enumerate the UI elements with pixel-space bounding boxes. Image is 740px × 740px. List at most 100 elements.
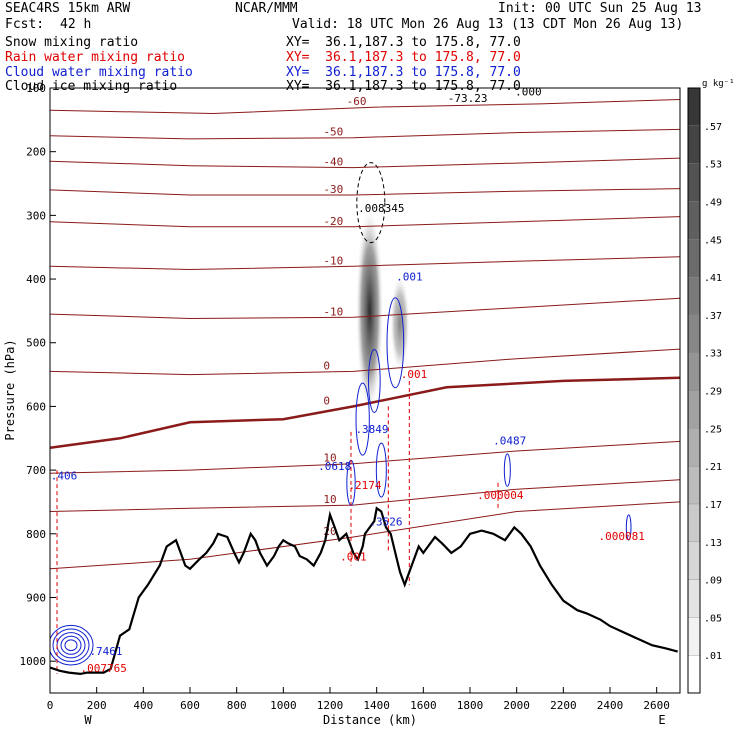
x-tick-label: 600 — [180, 699, 200, 712]
isotherm-label: -60 — [347, 95, 367, 108]
colorbar-swatch — [687, 655, 701, 694]
y-tick-label: 200 — [26, 146, 46, 159]
y-tick-label: 600 — [26, 400, 46, 413]
fcst-value: 42 h — [60, 17, 92, 32]
colorbar-swatch — [687, 428, 701, 467]
colorbar-label: .25 — [704, 424, 722, 435]
colorbar-label: .45 — [704, 235, 722, 246]
isotherm-label: -30 — [323, 183, 343, 196]
isotherm-label: -10 — [323, 305, 343, 318]
colorbar-label: .53 — [704, 160, 722, 171]
cloud-water-contour — [625, 514, 632, 541]
isotherm-line — [50, 157, 680, 169]
x-tick-label: 2400 — [597, 699, 624, 712]
x-tick-label: 0 — [47, 699, 54, 712]
colorbar-swatch — [687, 125, 701, 164]
max-value-label: .3526 — [369, 516, 402, 529]
x-tick-label: 1600 — [410, 699, 437, 712]
x-tick-label: 200 — [87, 699, 107, 712]
max-value-label: .0487 — [493, 435, 526, 448]
colorbar-label: .01 — [704, 651, 722, 662]
max-value-label: .008345 — [358, 202, 404, 215]
max-value-label: -74.06 — [525, 75, 565, 88]
max-value-label: .000081 — [598, 530, 644, 543]
isotherm-label: 0 — [323, 394, 330, 407]
max-value-label: .406 — [51, 470, 78, 483]
isotherm-line — [50, 440, 680, 474]
isotherm-label: 10 — [323, 493, 336, 506]
colorbar-label: .33 — [704, 349, 722, 360]
colorbar-swatch — [687, 239, 701, 278]
colorbar-swatch — [687, 163, 701, 202]
y-tick-label: 700 — [26, 464, 46, 477]
colorbar-swatch — [687, 503, 701, 542]
isotherm-line — [50, 128, 680, 140]
isotherm-label: -20 — [323, 215, 343, 228]
colorbar-frame — [687, 87, 701, 694]
max-value-label: .000004 — [477, 489, 524, 502]
fcst-label: Fcst: — [5, 17, 45, 32]
cloud-water-contour — [355, 382, 370, 456]
colorbar-label: .05 — [704, 613, 722, 624]
field-xy-ice: XY= 36.1,187.3 to 175.8, 77.0 — [286, 79, 521, 94]
isotherm-line — [374, 88, 454, 89]
snow-plume-shading — [355, 205, 384, 416]
y-tick-label: 800 — [26, 528, 46, 541]
max-value-label: -73.23 — [448, 92, 488, 105]
cloud-water-contour — [503, 453, 511, 487]
colorbar-label: .21 — [704, 462, 722, 473]
colorbar-swatch — [687, 541, 701, 580]
y-tick-label: 900 — [26, 591, 46, 604]
cloud-water-contour — [368, 348, 381, 413]
plot-frame — [49, 87, 681, 694]
max-value-label: .0618 — [318, 460, 351, 473]
max-value-label: .001 — [401, 368, 428, 381]
colorbar: .01 .05 .09 .13 .17 .21 .25 .29 .33 .37 .41 .45 .49.… — [687, 79, 735, 694]
colorbar-swatch — [687, 87, 701, 126]
colorbar-swatch — [687, 465, 701, 505]
isotherm-line — [50, 501, 680, 570]
colorbar-label: .29 — [704, 387, 722, 398]
cloud-water-contour — [60, 635, 82, 655]
snow-plume-shading — [390, 273, 410, 374]
colorbar-label: .57 — [704, 122, 722, 133]
x-tick-label: 1800 — [457, 699, 484, 712]
x-axis-label: Distance (km) — [323, 713, 417, 727]
x-tick-label: 1200 — [317, 699, 344, 712]
colorbar-label: .49 — [704, 197, 722, 208]
isotherm-label: -40 — [323, 156, 343, 169]
isotherm-line — [50, 376, 680, 450]
y-tick-label: 500 — [26, 337, 46, 350]
max-value-label: .007765 — [80, 662, 126, 675]
colorbar-swatch — [687, 579, 701, 618]
center-title: NCAR/MMM — [235, 1, 298, 16]
isotherm-label: 10 — [323, 452, 336, 465]
field-name-snow: Snow mixing ratio — [5, 35, 139, 50]
colorbar-swatch — [687, 352, 701, 391]
x-tick-label: 2600 — [643, 699, 670, 712]
x-tick-label: 1400 — [363, 699, 390, 712]
cloud-ice-contour — [356, 162, 386, 244]
y-tick-label: 1000 — [20, 655, 47, 668]
cloud-water-contour — [52, 628, 90, 662]
max-value-label: .7461 — [89, 645, 122, 658]
max-value-label: .3849 — [355, 423, 388, 436]
model-title: SEAC4RS 15km ARW — [5, 1, 131, 16]
y-axis-label: Pressure (hPa) — [3, 339, 17, 440]
field-name-rain: Rain water mixing ratio — [5, 50, 186, 65]
cloud-water-contour — [375, 442, 387, 498]
colorbar-unit: g kg⁻¹ — [702, 79, 735, 89]
cloud-water-contour — [64, 639, 78, 652]
field-xy-cloud: XY= 36.1,187.3 to 175.8, 77.0 — [286, 65, 521, 80]
valid-time: Valid: 18 UTC Mon 26 Aug 13 (13 CDT Mon … — [292, 17, 684, 32]
x-tick-label: 2000 — [503, 699, 530, 712]
colorbar-label: .09 — [704, 576, 722, 587]
colorbar-swatch — [687, 201, 701, 240]
isotherm-line — [50, 216, 680, 228]
colorbar-swatch — [687, 314, 701, 353]
cloud-water-contour — [50, 624, 94, 666]
max-value-label: .001 — [340, 551, 367, 564]
max-value-label: .000 — [515, 86, 542, 99]
isotherm-line — [50, 348, 680, 376]
